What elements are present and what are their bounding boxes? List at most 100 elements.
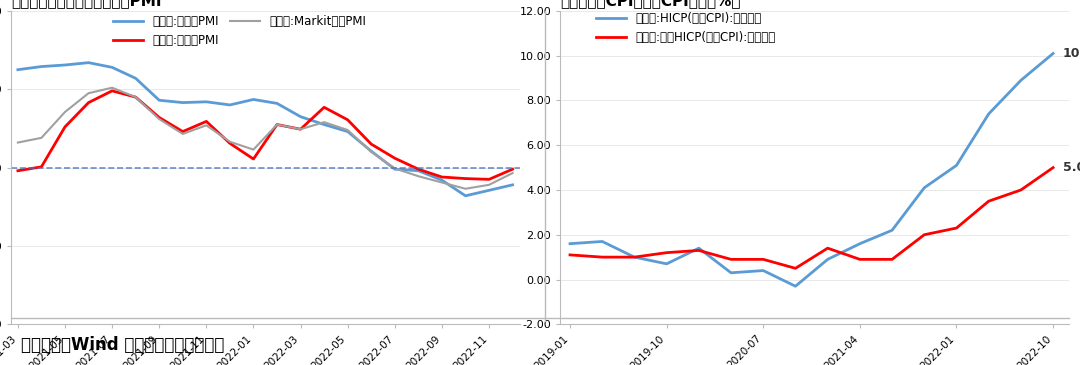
欧元区:HICP(调和CPI):当月同比 (1047, 51, 1059, 55)
欧元区:制造业PMI (152, 98, 165, 103)
欧元区:制造业PMI (459, 193, 472, 198)
欧元区:服务业PMI (152, 115, 165, 120)
欧元区:服务业PMI (341, 118, 354, 122)
欧元区:服务业PMI (270, 122, 283, 127)
欧元区:核心HICP(核心CPI):当月同比 (596, 255, 609, 259)
欧元区:核心HICP(核心CPI):当月同比 (821, 246, 834, 250)
欧元区:Markit综合PMI (176, 132, 189, 136)
欧元区:服务业PMI (459, 176, 472, 181)
欧元区:Markit综合PMI (341, 128, 354, 132)
欧元区:服务业PMI (365, 142, 378, 146)
欧元区:服务业PMI (507, 167, 519, 171)
欧元区:Markit综合PMI (224, 139, 237, 144)
欧元区:制造业PMI (341, 129, 354, 134)
欧元区:HICP(调和CPI):当月同比 (627, 255, 640, 259)
欧元区:制造业PMI (224, 103, 237, 107)
欧元区:服务业PMI (200, 119, 213, 124)
欧元区:制造业PMI (483, 188, 496, 192)
欧元区:Markit综合PMI (365, 150, 378, 154)
Line: 欧元区:Markit综合PMI: 欧元区:Markit综合PMI (18, 88, 513, 189)
欧元区:HICP(调和CPI):当月同比 (692, 246, 705, 250)
欧元区:核心HICP(核心CPI):当月同比 (789, 266, 802, 270)
欧元区:HICP(调和CPI):当月同比 (1014, 78, 1027, 82)
欧元区:Markit综合PMI (200, 123, 213, 127)
欧元区:服务业PMI (411, 167, 424, 171)
欧元区:Markit综合PMI (35, 136, 48, 140)
欧元区:制造业PMI (389, 167, 402, 171)
欧元区:Markit综合PMI (459, 187, 472, 191)
欧元区:Markit综合PMI (318, 120, 330, 124)
欧元区:Markit综合PMI (483, 182, 496, 187)
欧元区:HICP(调和CPI):当月同比 (821, 257, 834, 262)
欧元区:服务业PMI (224, 141, 237, 146)
欧元区:Markit综合PMI (130, 95, 143, 99)
欧元区:核心HICP(核心CPI):当月同比 (950, 226, 963, 230)
欧元区:制造业PMI (200, 100, 213, 104)
欧元区:核心HICP(核心CPI):当月同比 (853, 257, 866, 262)
欧元区:HICP(调和CPI):当月同比 (853, 242, 866, 246)
欧元区:服务业PMI (130, 95, 143, 99)
Legend: 欧元区:HICP(调和CPI):当月同比, 欧元区:核心HICP(核心CPI):当月同比: 欧元区:HICP(调和CPI):当月同比, 欧元区:核心HICP(核心CPI):… (592, 7, 781, 49)
欧元区:制造业PMI (318, 122, 330, 127)
欧元区:制造业PMI (435, 178, 448, 182)
欧元区:Markit综合PMI (106, 85, 119, 90)
欧元区:核心HICP(核心CPI):当月同比 (725, 257, 738, 262)
欧元区:HICP(调和CPI):当月同比 (982, 112, 995, 116)
欧元区:服务业PMI (12, 169, 25, 173)
欧元区:HICP(调和CPI):当月同比 (789, 284, 802, 288)
Line: 欧元区:核心HICP(核心CPI):当月同比: 欧元区:核心HICP(核心CPI):当月同比 (570, 168, 1053, 268)
欧元区:制造业PMI (130, 76, 143, 81)
欧元区:核心HICP(核心CPI):当月同比 (660, 250, 673, 255)
欧元区:制造业PMI (176, 100, 189, 105)
欧元区:核心HICP(核心CPI):当月同比 (886, 257, 899, 262)
欧元区:制造业PMI (12, 68, 25, 72)
欧元区:制造业PMI (270, 101, 283, 105)
欧元区:Markit综合PMI (82, 91, 95, 95)
Line: 欧元区:服务业PMI: 欧元区:服务业PMI (18, 91, 513, 179)
欧元区:核心HICP(核心CPI):当月同比 (627, 255, 640, 259)
Legend: 欧元区:制造业PMI, 欧元区:服务业PMI, 欧元区:Markit综合PMI: 欧元区:制造业PMI, 欧元区:服务业PMI, 欧元区:Markit综合PMI (108, 11, 372, 52)
Text: 10.10: 10.10 (1063, 47, 1080, 60)
欧元区:制造业PMI (35, 64, 48, 69)
欧元区:核心HICP(核心CPI):当月同比 (692, 248, 705, 253)
欧元区:服务业PMI (106, 89, 119, 93)
欧元区:服务业PMI (58, 125, 71, 129)
欧元区:核心HICP(核心CPI):当月同比 (564, 253, 577, 257)
欧元区:核心HICP(核心CPI):当月同比 (918, 233, 931, 237)
欧元区:HICP(调和CPI):当月同比 (596, 239, 609, 244)
欧元区:制造业PMI (411, 169, 424, 173)
Text: 数据来源：Wind 广发期货发展研究中心: 数据来源：Wind 广发期货发展研究中心 (22, 336, 225, 354)
欧元区:制造业PMI (247, 97, 260, 101)
欧元区:Markit综合PMI (507, 171, 519, 175)
欧元区:HICP(调和CPI):当月同比 (660, 262, 673, 266)
欧元区:HICP(调和CPI):当月同比 (725, 270, 738, 275)
欧元区:Markit综合PMI (411, 174, 424, 178)
欧元区:制造业PMI (507, 182, 519, 187)
欧元区:HICP(调和CPI):当月同比 (757, 268, 770, 273)
欧元区:服务业PMI (389, 156, 402, 160)
Text: 5.00: 5.00 (1063, 161, 1080, 174)
欧元区:Markit综合PMI (247, 147, 260, 152)
Text: 图：欧元区CPI与核心CPI同比（%）: 图：欧元区CPI与核心CPI同比（%） (561, 0, 741, 8)
欧元区:核心HICP(核心CPI):当月同比 (757, 257, 770, 262)
欧元区:Markit综合PMI (12, 141, 25, 145)
欧元区:HICP(调和CPI):当月同比 (950, 163, 963, 168)
Line: 欧元区:HICP(调和CPI):当月同比: 欧元区:HICP(调和CPI):当月同比 (570, 53, 1053, 286)
欧元区:服务业PMI (318, 105, 330, 110)
欧元区:服务业PMI (294, 127, 307, 131)
欧元区:服务业PMI (176, 129, 189, 134)
欧元区:服务业PMI (483, 177, 496, 181)
欧元区:服务业PMI (435, 175, 448, 179)
欧元区:核心HICP(核心CPI):当月同比 (982, 199, 995, 203)
欧元区:制造业PMI (58, 63, 71, 67)
欧元区:制造业PMI (106, 65, 119, 70)
欧元区:HICP(调和CPI):当月同比 (886, 228, 899, 233)
欧元区:HICP(调和CPI):当月同比 (918, 185, 931, 190)
Text: 图：欧元区制造业与非制造业PMI: 图：欧元区制造业与非制造业PMI (11, 0, 161, 8)
欧元区:核心HICP(核心CPI):当月同比 (1014, 188, 1027, 192)
欧元区:服务业PMI (35, 165, 48, 169)
欧元区:Markit综合PMI (389, 166, 402, 170)
欧元区:HICP(调和CPI):当月同比 (564, 242, 577, 246)
Line: 欧元区:制造业PMI: 欧元区:制造业PMI (18, 63, 513, 196)
欧元区:Markit综合PMI (270, 122, 283, 127)
